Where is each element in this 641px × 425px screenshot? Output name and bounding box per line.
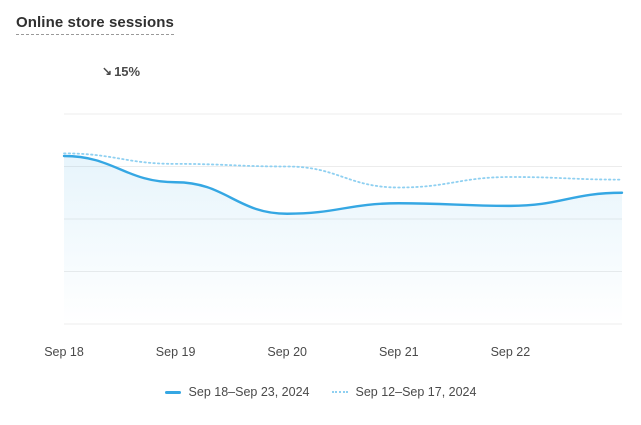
x-tick-label: Sep 22 [491, 345, 531, 359]
chart-legend: Sep 18–Sep 23, 2024 Sep 12–Sep 17, 2024 [0, 385, 641, 399]
change-value: 15% [114, 64, 141, 79]
legend-swatch-solid [164, 390, 181, 394]
legend-label-current: Sep 18–Sep 23, 2024 [188, 385, 310, 399]
series-area-0 [64, 156, 622, 324]
series-line-0 [62, 154, 624, 215]
series-line-1 [63, 152, 623, 189]
legend-item-previous[interactable]: Sep 12–Sep 17, 2024 [331, 385, 477, 399]
x-tick-label: Sep 19 [156, 345, 196, 359]
legend-swatch-dotted [331, 391, 348, 393]
x-tick-label: Sep 21 [379, 345, 419, 359]
legend-item-current[interactable]: Sep 18–Sep 23, 2024 [164, 385, 310, 399]
legend-label-previous: Sep 12–Sep 17, 2024 [355, 385, 477, 399]
chart-title[interactable]: Online store sessions [16, 14, 174, 35]
x-tick-label: Sep 18 [44, 345, 84, 359]
change-indicator: ↘ 15% [102, 63, 141, 80]
x-tick-label: Sep 20 [267, 345, 307, 359]
arrow-down-right-icon: ↘ [102, 63, 113, 78]
